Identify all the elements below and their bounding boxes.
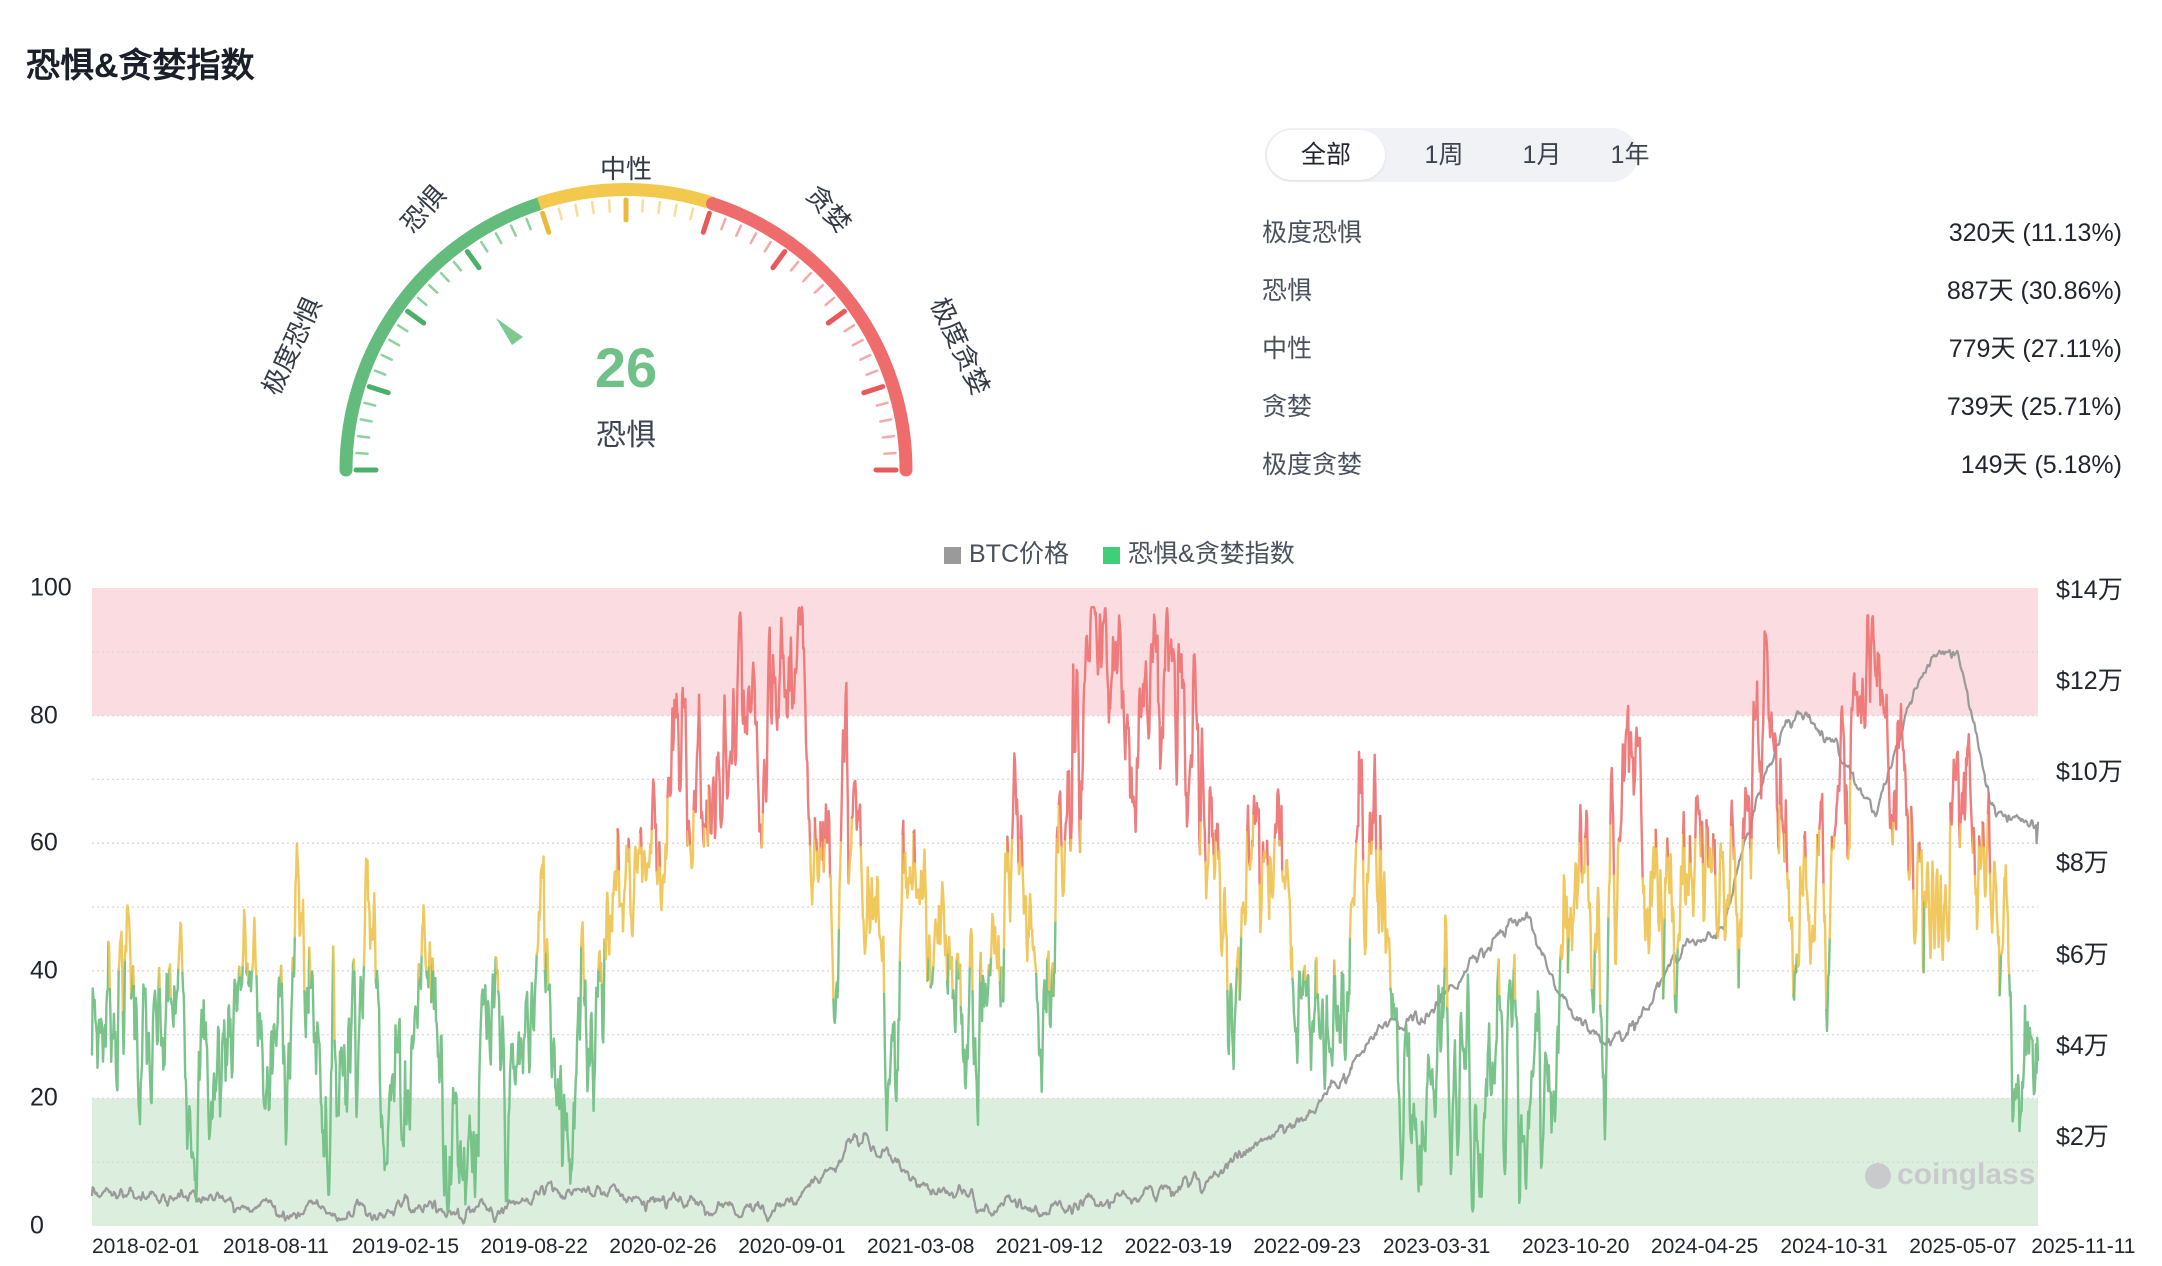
svg-text:中性: 中性 bbox=[600, 154, 652, 184]
svg-text:恐惧: 恐惧 bbox=[395, 180, 452, 239]
svg-text:极度恐惧: 极度恐惧 bbox=[256, 293, 327, 400]
svg-text:贪婪: 贪婪 bbox=[800, 180, 857, 239]
svg-text:极度贪婪: 极度贪婪 bbox=[925, 293, 996, 400]
